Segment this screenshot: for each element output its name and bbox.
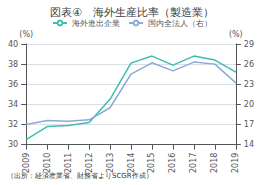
svg-text:29: 29 bbox=[244, 40, 254, 49]
svg-text:17: 17 bbox=[244, 120, 254, 129]
svg-text:2017: 2017 bbox=[189, 153, 198, 173]
svg-text:図表④ 海外生産比率（製造業）: 図表④ 海外生産比率（製造業） bbox=[50, 6, 214, 19]
svg-text:36: 36 bbox=[8, 80, 18, 89]
svg-text:30: 30 bbox=[8, 140, 18, 149]
svg-text:20: 20 bbox=[244, 100, 254, 109]
svg-text:2010: 2010 bbox=[43, 153, 52, 173]
svg-text:2015: 2015 bbox=[147, 153, 156, 173]
svg-text:2011: 2011 bbox=[64, 153, 73, 173]
svg-text:（出所：経済産業省、財務省よりSCGR作成）: （出所：経済産業省、財務省よりSCGR作成） bbox=[7, 172, 153, 180]
svg-text:26: 26 bbox=[244, 60, 254, 69]
svg-text:2012: 2012 bbox=[85, 153, 94, 173]
svg-text:2009: 2009 bbox=[22, 153, 31, 173]
svg-text:2019: 2019 bbox=[231, 153, 240, 173]
svg-text:34: 34 bbox=[8, 100, 18, 109]
svg-text:(%): (%) bbox=[19, 30, 33, 39]
svg-text:38: 38 bbox=[8, 60, 18, 69]
svg-text:国内全法人（右）: 国内全法人（右） bbox=[148, 19, 212, 28]
svg-text:2013: 2013 bbox=[106, 153, 115, 173]
svg-text:40: 40 bbox=[8, 40, 18, 49]
svg-text:32: 32 bbox=[8, 120, 18, 129]
svg-text:(%): (%) bbox=[229, 30, 243, 39]
svg-text:2014: 2014 bbox=[127, 153, 136, 173]
svg-text:2018: 2018 bbox=[210, 153, 219, 173]
svg-text:23: 23 bbox=[244, 80, 254, 89]
svg-text:14: 14 bbox=[244, 140, 254, 149]
svg-text:海外進出企業: 海外進出企業 bbox=[72, 19, 120, 28]
svg-text:2016: 2016 bbox=[168, 153, 177, 173]
